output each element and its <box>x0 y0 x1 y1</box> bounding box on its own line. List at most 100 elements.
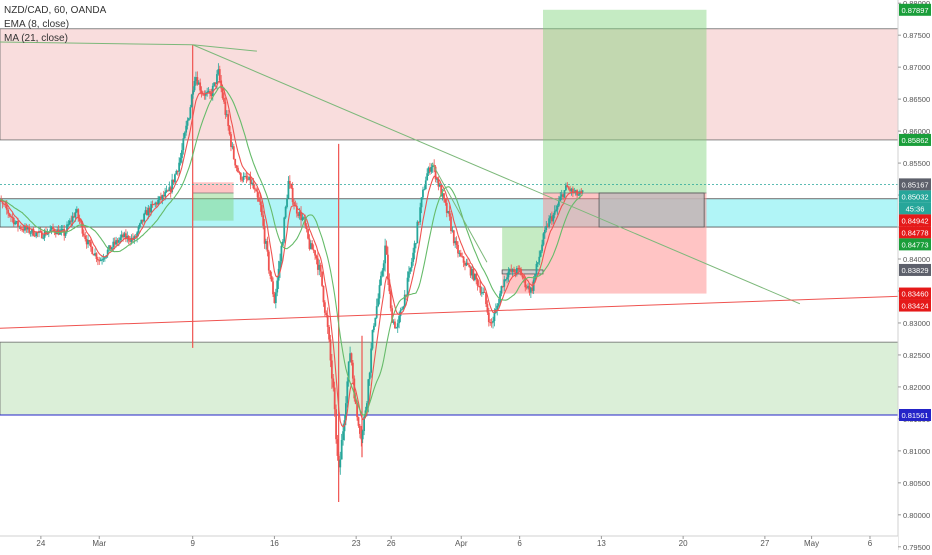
candle-body-34 <box>40 231 43 239</box>
candle-body-251 <box>344 403 347 421</box>
x-tick-label-6: Apr <box>455 539 468 548</box>
candle-body-270 <box>371 330 374 349</box>
x-tick-label-9: 20 <box>679 539 688 548</box>
candle-body-393 <box>543 229 546 234</box>
candle-body-332 <box>458 252 461 254</box>
candle-body-381 <box>527 285 529 288</box>
y-tick-label-12: 0.82000 <box>903 383 930 392</box>
candle-body-401 <box>555 209 557 212</box>
y-tick-label-5: 0.85500 <box>903 159 930 168</box>
candle-body-282 <box>388 279 391 292</box>
candle-body-317 <box>437 178 440 187</box>
candle-body-375 <box>518 268 521 270</box>
position-target-long-main <box>543 9 707 194</box>
candle-body-22 <box>24 226 26 231</box>
candle-body-259 <box>356 403 358 418</box>
candle-body-69 <box>89 241 92 247</box>
candle-body-248 <box>340 440 343 460</box>
candle-body-70 <box>91 246 94 255</box>
trendlines-layer <box>0 41 906 329</box>
candle-body-338 <box>466 262 469 266</box>
candle-body-227 <box>311 243 314 250</box>
candles-layer <box>0 63 584 475</box>
price-label-bg-6 <box>899 226 931 239</box>
candle-body-21 <box>22 229 25 231</box>
candle-body-327 <box>451 230 454 232</box>
candle-body-87 <box>115 240 117 245</box>
candle-body-76 <box>99 259 102 261</box>
candle-body-159 <box>216 74 218 84</box>
candle-body-165 <box>224 101 227 115</box>
candle-body-171 <box>232 146 235 160</box>
candle-body-213 <box>291 187 294 203</box>
candle-body-95 <box>126 236 129 239</box>
candle-body-107 <box>143 213 146 222</box>
candle-body-208 <box>284 206 287 218</box>
candle-body-91 <box>120 234 123 238</box>
candle-body-199 <box>272 281 274 295</box>
candle-body-255 <box>350 353 353 363</box>
candle-body-59 <box>75 209 78 212</box>
candle-body-137 <box>185 125 188 133</box>
candle-body-6 <box>1 201 4 204</box>
price-label-bg-4 <box>899 202 931 215</box>
candle-body-231 <box>316 258 319 270</box>
price-label-4: 45:36 <box>906 204 925 213</box>
candle-body-280 <box>385 245 388 255</box>
candle-body-169 <box>230 134 232 147</box>
candle-body-291 <box>401 309 403 311</box>
candle-body-204 <box>279 261 281 269</box>
candle-body-7 <box>3 203 5 205</box>
candle-body-316 <box>436 178 438 180</box>
candle-body-328 <box>452 230 455 244</box>
position-stop-short-small <box>192 182 234 194</box>
candle-body-249 <box>342 431 344 441</box>
candle-body-378 <box>522 277 525 279</box>
candle-body-369 <box>510 269 513 272</box>
candle-body-82 <box>108 245 110 250</box>
candle-body-403 <box>557 200 560 206</box>
candle-body-210 <box>287 180 290 199</box>
positions-layer <box>192 9 707 294</box>
y-tick-label-11: 0.82500 <box>903 351 930 360</box>
candle-body-295 <box>406 277 409 296</box>
candle-body-348 <box>480 292 483 294</box>
candle-body-277 <box>381 270 384 276</box>
candle-body-168 <box>228 126 231 135</box>
candle-body-382 <box>528 285 531 293</box>
candle-body-207 <box>283 217 286 242</box>
candle-body-188 <box>256 191 259 198</box>
candle-body-120 <box>161 195 164 200</box>
candle-body-404 <box>559 196 562 201</box>
candle-body-28 <box>32 228 35 236</box>
candle-body-243 <box>333 387 336 410</box>
candle-body-257 <box>353 378 356 399</box>
candle-body-391 <box>541 244 543 252</box>
y-tick-label-4: 0.86000 <box>903 127 930 136</box>
x-tick-label-1: Mar <box>92 539 106 548</box>
candle-body-281 <box>387 254 389 280</box>
trendline-left-upper <box>0 41 193 46</box>
candle-body-333 <box>459 252 462 257</box>
candle-body-406 <box>562 194 564 198</box>
candle-body-373 <box>515 268 518 274</box>
candle-body-293 <box>403 294 406 307</box>
candle-body-136 <box>183 132 186 139</box>
price-label-bg-9 <box>899 287 931 300</box>
candle-body-60 <box>77 209 80 218</box>
candle-body-127 <box>171 179 174 192</box>
candle-body-83 <box>109 245 112 250</box>
candle-body-48 <box>60 229 63 231</box>
candle-body-387 <box>535 263 538 274</box>
candle-body-73 <box>95 253 98 260</box>
candle-body-37 <box>45 231 47 235</box>
candle-body-35 <box>42 237 45 239</box>
candle-body-58 <box>74 211 77 218</box>
candle-body-98 <box>130 237 133 242</box>
candle-body-164 <box>223 97 225 102</box>
candle-body-273 <box>375 306 378 318</box>
position-target-long-small <box>502 227 544 270</box>
candle-body-299 <box>412 252 415 262</box>
